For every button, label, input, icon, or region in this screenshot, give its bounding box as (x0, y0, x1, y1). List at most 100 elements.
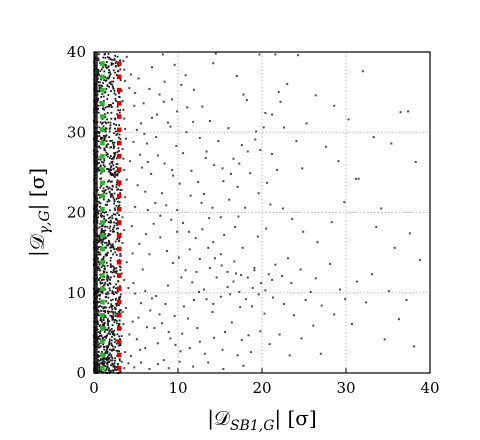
data-point (109, 246, 112, 249)
data-point (113, 176, 116, 178)
data-point (148, 87, 151, 90)
data-point (116, 55, 119, 58)
data-point (109, 257, 112, 259)
data-point (238, 162, 241, 165)
data-point (109, 359, 112, 362)
reference-marker (116, 339, 122, 345)
data-point (142, 102, 145, 105)
data-point (407, 110, 410, 113)
data-point (110, 146, 113, 149)
data-point (111, 139, 113, 142)
data-point (107, 168, 110, 170)
data-point (103, 190, 106, 193)
data-point (104, 328, 107, 331)
data-point (135, 338, 138, 341)
data-point (100, 309, 102, 312)
data-point (111, 243, 114, 246)
data-point (180, 276, 183, 279)
data-point (109, 263, 112, 266)
data-point (184, 269, 187, 272)
data-point (98, 89, 101, 91)
data-point (99, 338, 102, 341)
data-point (195, 270, 198, 273)
data-point (110, 161, 113, 163)
data-point (98, 367, 101, 369)
data-point (101, 118, 104, 120)
reference-marker (116, 259, 122, 265)
data-point (161, 192, 164, 195)
data-point (118, 171, 121, 174)
data-point (112, 333, 115, 335)
data-point (333, 104, 336, 107)
data-point (118, 201, 121, 204)
data-point (110, 316, 113, 319)
data-point (171, 174, 174, 177)
data-point (109, 58, 112, 61)
data-point (110, 157, 113, 160)
data-point (180, 83, 183, 86)
data-point (113, 89, 116, 92)
y-axis-label: |𝒟γ,G| [σ] (25, 168, 53, 257)
data-point (112, 156, 115, 159)
data-point (103, 79, 106, 82)
data-point (117, 344, 120, 347)
data-point (102, 363, 105, 366)
data-point (260, 282, 263, 285)
reference-marker (100, 140, 105, 146)
data-point (100, 279, 103, 281)
data-point (107, 275, 110, 278)
data-point (109, 243, 112, 246)
data-point (119, 266, 122, 269)
data-point (107, 369, 110, 371)
data-point (115, 366, 118, 368)
data-point (214, 52, 217, 55)
reference-marker (100, 220, 105, 225)
data-point (102, 161, 105, 164)
data-point (192, 365, 195, 368)
data-point (372, 136, 375, 139)
data-point (98, 294, 101, 297)
data-point (114, 209, 117, 211)
data-point (97, 68, 100, 71)
data-point (100, 335, 103, 338)
data-point (102, 316, 105, 319)
data-point (103, 335, 106, 338)
data-point (144, 290, 147, 293)
data-point (106, 213, 109, 216)
data-point (113, 248, 115, 250)
data-point (115, 181, 118, 184)
data-point (113, 141, 116, 144)
data-point (208, 266, 211, 269)
data-point (110, 310, 113, 313)
data-point (99, 317, 102, 320)
data-point (201, 228, 204, 231)
data-point (112, 213, 115, 215)
data-point (119, 254, 122, 257)
data-point (242, 93, 245, 96)
data-point (105, 328, 108, 331)
data-point (113, 198, 116, 201)
data-point (106, 352, 109, 354)
data-point (106, 328, 109, 331)
data-point (103, 99, 105, 102)
data-point (105, 345, 108, 348)
data-point (198, 136, 201, 139)
reference-marker (116, 167, 122, 172)
data-point (217, 140, 220, 143)
data-point (324, 145, 327, 148)
data-point (107, 327, 110, 330)
data-point (106, 334, 109, 337)
data-point (107, 277, 110, 280)
reference-marker (100, 259, 105, 265)
data-point (109, 166, 112, 169)
reference-marker (100, 312, 105, 318)
reference-marker (100, 193, 105, 199)
x-axis-label: |𝒟SB1,G| [σ] (207, 406, 316, 434)
data-point (135, 128, 138, 131)
data-point (113, 230, 115, 233)
data-point (108, 239, 110, 242)
data-point (106, 118, 108, 121)
data-point (98, 263, 101, 266)
data-point (119, 295, 122, 298)
data-point (105, 151, 108, 154)
